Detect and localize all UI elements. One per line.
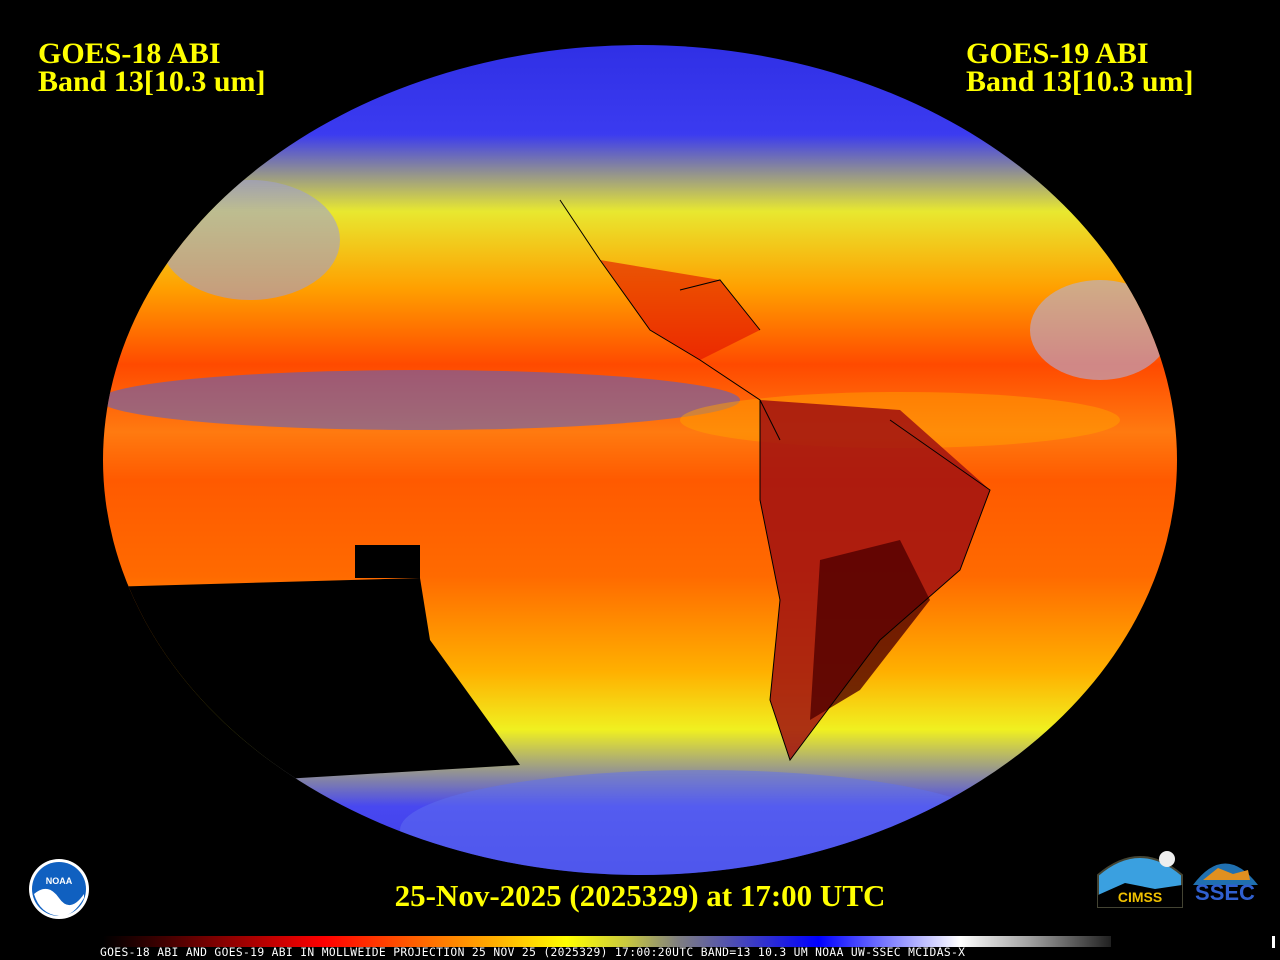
band-label: Band 13[10.3 um]: [966, 65, 1194, 98]
svg-text:NOAA: NOAA: [46, 876, 73, 886]
band-label: Band 13[10.3 um]: [38, 65, 266, 98]
satellite-name: GOES-18 ABI: [38, 37, 221, 70]
svg-text:CIMSS: CIMSS: [1118, 889, 1162, 905]
image-caption: GOES-18 ABI AND GOES-19 ABI IN MOLLWEIDE…: [100, 946, 966, 959]
noaa-logo: NOAA: [29, 859, 89, 919]
right-satellite-title: GOES-19 ABI Band 13[10.3 um]: [966, 37, 1194, 98]
date-label: 25-Nov-2025 (2025329) at 17:00 UTC: [394, 878, 886, 913]
ssec-logo: SSEC: [1193, 863, 1258, 905]
left-satellite-title: GOES-18 ABI Band 13[10.3 um]: [38, 37, 266, 98]
scale-end-marker: [1272, 936, 1275, 948]
coastline-outlines: [559, 199, 991, 762]
cimss-logo: CIMSS: [1097, 851, 1183, 908]
svg-text:SSEC: SSEC: [1195, 880, 1255, 905]
color-scale-bar: [103, 936, 1111, 947]
satellite-name: GOES-19 ABI: [966, 37, 1149, 70]
